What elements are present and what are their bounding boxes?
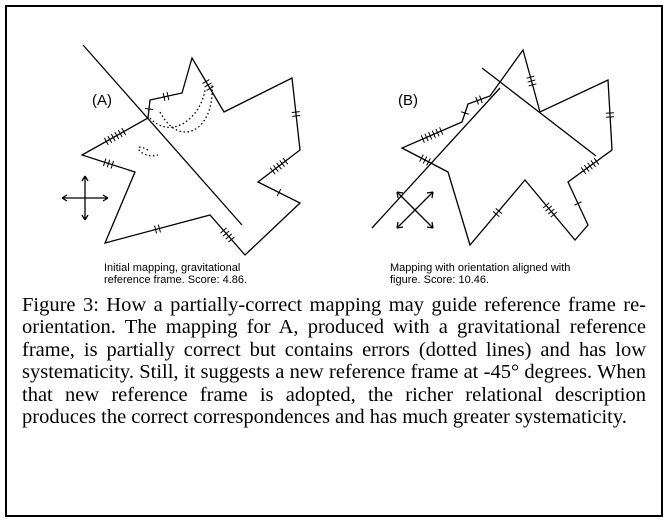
hatch: [428, 131, 433, 140]
panel-caption: figure. Score: 10.46.: [390, 274, 489, 286]
hatch: [495, 208, 503, 214]
hatch: [166, 92, 170, 101]
hatch: [542, 202, 550, 209]
star-outline: [400, 48, 613, 247]
hatch: [527, 79, 536, 83]
hatch: [475, 96, 479, 105]
hatch: [204, 82, 212, 88]
hatch: [225, 233, 233, 240]
hatch: [590, 160, 596, 168]
hatch-marks: [102, 75, 615, 243]
hatch: [110, 160, 115, 169]
hatch: [426, 158, 431, 166]
hatch: [292, 115, 301, 117]
panel-label: (B): [398, 92, 418, 109]
panel-caption: reference frame. Score: 4.86.: [104, 274, 247, 286]
hatch: [154, 225, 158, 234]
reference-cross: [396, 191, 434, 229]
hatch: [545, 205, 553, 212]
hatch: [144, 108, 154, 110]
hatch: [479, 95, 483, 104]
hatch: [162, 92, 166, 101]
panel-caption: Initial mapping, gravitational: [104, 262, 240, 274]
hatch: [121, 127, 127, 136]
axis-line: [371, 87, 501, 229]
hatch: [220, 227, 227, 234]
hatch: [526, 75, 535, 79]
hatch: [461, 111, 469, 115]
hatch: [282, 157, 289, 165]
hatch: [202, 79, 210, 85]
panel-label: (A): [92, 92, 112, 109]
hatch: [228, 236, 235, 243]
hatch: [439, 127, 444, 135]
hatch: [222, 230, 230, 237]
hatch: [106, 159, 111, 168]
panel-caption: Mapping with orientation aligned with: [390, 262, 570, 274]
hatch: [107, 135, 113, 144]
hatch: [422, 156, 428, 164]
hatch: [424, 133, 429, 142]
hatch: [420, 135, 425, 143]
hatch: [276, 162, 282, 170]
dotted-error: [137, 84, 213, 157]
hatch: [272, 164, 279, 172]
hatch: [117, 129, 123, 138]
star-outline: [80, 56, 302, 256]
hatch: [547, 208, 555, 215]
hatch: [102, 158, 107, 167]
hatch: [103, 137, 109, 146]
figure-graphic: (A) (B) Initial mapping, gravitational r…: [61, 44, 615, 286]
hatch: [206, 85, 214, 91]
hatch: [276, 188, 282, 197]
hatch: [114, 131, 120, 140]
axis-line: [82, 44, 243, 226]
axis-line: [481, 67, 597, 157]
hatch: [279, 160, 286, 168]
hatch: [587, 162, 593, 170]
hatch: [580, 167, 587, 175]
figure-frame: [5, 5, 663, 517]
hatch: [435, 128, 440, 137]
figure-caption: Figure 3: How a partially-correct mappin…: [22, 294, 646, 429]
hatch: [269, 167, 276, 175]
hatch: [550, 211, 558, 218]
hatch: [584, 164, 590, 172]
hatch: [574, 201, 582, 206]
reference-cross: [61, 175, 109, 221]
hatch: [528, 83, 537, 87]
hatch: [431, 130, 436, 139]
hatch: [291, 111, 300, 113]
hatch: [492, 211, 500, 217]
hatch: [110, 133, 116, 142]
hatch: [419, 154, 424, 162]
hatch: [157, 224, 161, 233]
hatch: [593, 157, 600, 165]
